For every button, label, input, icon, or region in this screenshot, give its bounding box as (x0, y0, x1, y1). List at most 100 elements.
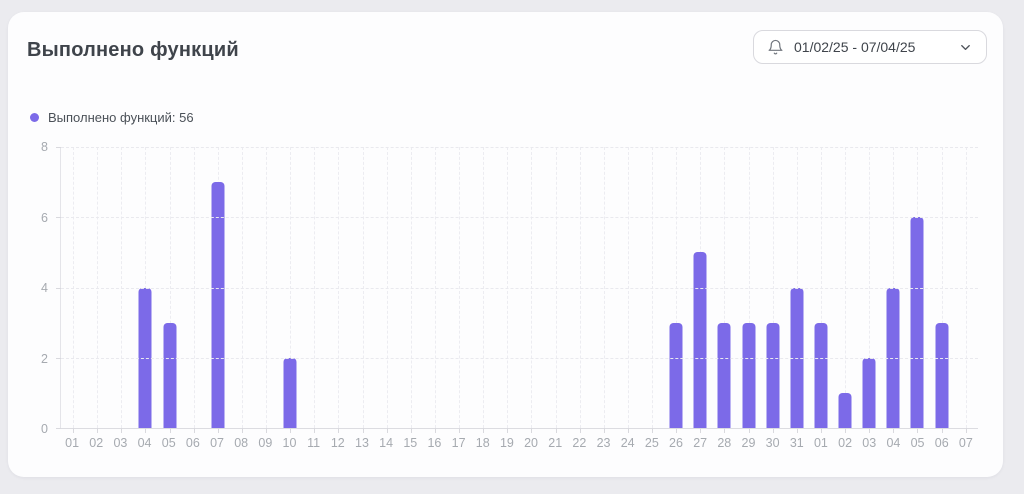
bar[interactable] (742, 322, 756, 428)
y-axis-label: 2 (41, 351, 48, 366)
x-axis-label: 06 (185, 436, 200, 450)
chart-card: Выполнено функций 01/02/25 - 07/04/25 Вы… (8, 12, 1003, 477)
h-gridline (61, 217, 978, 219)
x-tick (941, 428, 943, 433)
x-axis-label: 10 (282, 436, 297, 450)
x-axis-label: 23 (596, 436, 611, 450)
date-range-label: 01/02/25 - 07/04/25 (794, 39, 916, 55)
bar[interactable] (283, 357, 297, 428)
x-axis-label: 01 (65, 436, 80, 450)
x-tick (579, 428, 581, 433)
date-range-picker[interactable]: 01/02/25 - 07/04/25 (753, 30, 987, 64)
x-tick (724, 428, 726, 433)
x-axis-label: 24 (620, 436, 635, 450)
bar[interactable] (211, 182, 225, 428)
x-tick (386, 428, 388, 433)
x-axis-label: 01 (813, 436, 828, 450)
x-tick (820, 428, 822, 433)
x-tick (772, 428, 774, 433)
x-tick (676, 428, 678, 433)
bar[interactable] (814, 322, 828, 428)
x-axis-label: 04 (137, 436, 152, 450)
x-tick (290, 428, 292, 433)
x-tick (338, 428, 340, 433)
x-axis-label: 11 (307, 436, 321, 450)
x-tick (845, 428, 847, 433)
y-axis: 0 2 4 6 8 (16, 140, 48, 436)
x-tick (917, 428, 919, 433)
x-tick (869, 428, 871, 433)
bar[interactable] (163, 322, 177, 428)
x-axis-label: 22 (572, 436, 587, 450)
bar[interactable] (669, 322, 683, 428)
chart-legend: Выполнено функций: 56 (30, 108, 194, 126)
x-axis-label: 25 (644, 436, 659, 450)
h-gridline (61, 147, 978, 148)
x-axis-label: 16 (427, 436, 442, 450)
bar[interactable] (910, 217, 924, 428)
y-axis-label: 0 (41, 422, 48, 436)
x-tick (507, 428, 509, 433)
x-tick (652, 428, 654, 433)
x-axis-label: 12 (330, 436, 345, 450)
x-tick (410, 428, 412, 433)
x-axis-label: 18 (475, 436, 490, 450)
x-tick (483, 428, 485, 433)
x-axis-label: 07 (958, 436, 973, 450)
x-axis-label: 21 (548, 436, 563, 450)
x-axis-label: 04 (886, 436, 901, 450)
x-axis-label: 20 (524, 436, 538, 450)
x-axis-label: 31 (789, 436, 804, 450)
x-axis-label: 13 (355, 436, 369, 450)
x-tick (73, 428, 75, 433)
card-title: Выполнено функций (27, 39, 239, 61)
x-axis-label: 03 (862, 436, 877, 450)
x-tick (434, 428, 436, 433)
x-axis-label: 07 (210, 436, 224, 450)
bar[interactable] (935, 322, 949, 428)
legend-label: Выполнено функций: 56 (48, 109, 194, 125)
x-tick (893, 428, 895, 433)
plot-area (56, 147, 978, 433)
y-axis-label: 4 (41, 281, 48, 295)
x-axis-label: 26 (669, 436, 683, 450)
bar[interactable] (766, 322, 780, 428)
x-tick (314, 428, 316, 433)
x-axis-label: 17 (451, 436, 466, 450)
y-tick (56, 428, 61, 429)
legend-dot (30, 112, 39, 122)
y-tick (56, 217, 61, 219)
x-axis-label: 06 (934, 436, 949, 450)
x-tick (193, 428, 195, 433)
x-tick (603, 428, 605, 433)
x-tick (531, 428, 533, 433)
x-tick (241, 428, 243, 433)
x-tick (700, 428, 702, 433)
x-axis-label: 02 (838, 436, 853, 450)
x-tick (121, 428, 123, 433)
h-gridline (61, 287, 978, 289)
y-tick (56, 147, 61, 148)
x-tick (796, 428, 798, 433)
h-gridline (61, 357, 978, 359)
x-tick (145, 428, 147, 433)
x-axis-label: 19 (499, 436, 514, 450)
x-tick (459, 428, 461, 433)
y-axis-label: 8 (41, 140, 48, 154)
x-tick (965, 428, 967, 433)
x-axis-label: 05 (161, 436, 176, 450)
x-tick (362, 428, 364, 433)
bar[interactable] (862, 357, 876, 428)
x-axis-label: 03 (113, 436, 128, 450)
y-tick (56, 357, 61, 359)
x-axis-label: 08 (234, 436, 249, 450)
bell-icon (767, 39, 784, 56)
y-tick (56, 287, 61, 289)
bar[interactable] (693, 252, 707, 428)
x-axis-label: 28 (717, 436, 732, 450)
bar[interactable] (717, 322, 731, 428)
x-tick (555, 428, 557, 433)
bar[interactable] (838, 392, 852, 428)
x-axis-label: 09 (258, 436, 273, 450)
x-axis-label: 27 (693, 436, 708, 450)
